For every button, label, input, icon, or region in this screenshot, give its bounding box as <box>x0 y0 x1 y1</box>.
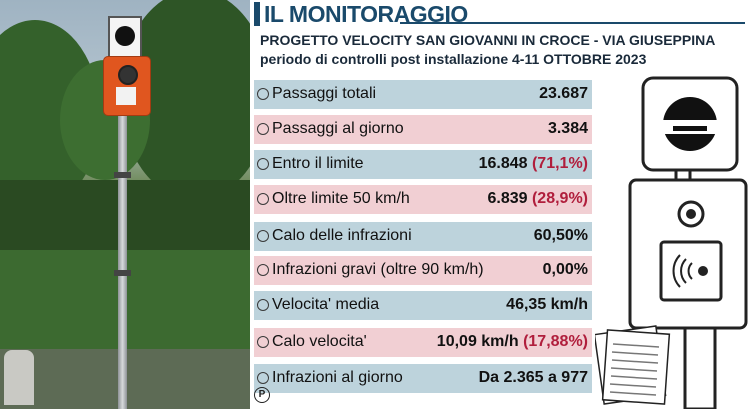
bullet-icon <box>257 88 269 100</box>
stat-row: Calo velocita' 10,09 km/h (17,88%) <box>254 328 592 357</box>
stat-percent: (71,1%) <box>531 155 588 172</box>
stat-value-number: 0,00% <box>542 261 588 278</box>
stat-value: 6.839 (28,9%) <box>487 190 588 208</box>
bullet-icon <box>257 193 269 205</box>
stat-value-number: 16.848 <box>478 155 532 172</box>
stat-row: Calo delle infrazioni 60,50% <box>254 222 592 251</box>
stat-row: Passaggi totali 23.687 <box>254 80 592 109</box>
speed-device-illustration <box>595 76 748 409</box>
publisher-logo: P <box>254 387 270 403</box>
stat-value: 10,09 km/h (17,88%) <box>437 333 588 351</box>
subtitle-period: periodo di controlli post installazione … <box>260 51 647 67</box>
stat-label: Passaggi totali <box>272 85 377 102</box>
infographic: IL MONITORAGGIO PROGETTO VELOCITY SAN GI… <box>250 0 750 409</box>
stat-label: Infrazioni al giorno <box>272 369 403 386</box>
stat-label: Velocita' media <box>272 296 380 313</box>
speed-sign-icon <box>108 16 142 58</box>
bullet-icon <box>257 336 269 348</box>
stat-value-number: 23.687 <box>539 85 588 102</box>
stat-value: 0,00% <box>543 261 588 279</box>
stat-percent: (28,9%) <box>531 190 588 207</box>
stat-label: Calo velocita' <box>272 333 367 350</box>
stat-value: Da 2.365 a 977 <box>479 369 588 387</box>
stat-value: 60,50% <box>534 227 588 245</box>
stat-value-number: 46,35 km/h <box>506 296 588 313</box>
stat-label: Passaggi al giorno <box>272 120 404 137</box>
speed-device <box>103 56 151 116</box>
stat-row: Passaggi al giorno 3.384 <box>254 115 592 144</box>
title-accent <box>254 2 260 26</box>
bullet-icon <box>257 264 269 276</box>
stat-percent: (17,88%) <box>523 333 588 350</box>
bullet-icon <box>257 123 269 135</box>
speed-camera-photo <box>0 0 250 409</box>
stat-row: Entro il limite 16.848 (71,1%) <box>254 150 592 179</box>
stat-row: Infrazioni gravi (oltre 90 km/h) 0,00% <box>254 256 592 285</box>
stat-row: Infrazioni al giorno Da 2.365 a 977 <box>254 364 592 393</box>
stat-value-number: 60,50% <box>533 227 588 244</box>
stat-label: Infrazioni gravi (oltre 90 km/h) <box>272 261 484 278</box>
pole <box>118 110 127 409</box>
title-rule <box>400 22 745 24</box>
stat-row: Velocita' media 46,35 km/h <box>254 291 592 320</box>
stat-value-number: 10,09 km/h <box>436 333 524 350</box>
stat-value-number: Da 2.365 a 977 <box>478 369 588 386</box>
bullet-icon <box>257 230 269 242</box>
subtitle-project: PROGETTO VELOCITY SAN GIOVANNI IN CROCE … <box>260 32 716 48</box>
bullet-icon <box>257 372 269 384</box>
stat-value: 3.384 <box>548 120 588 138</box>
radar-panel-icon <box>659 240 723 302</box>
stat-value: 23.687 <box>539 85 588 103</box>
bullet-icon <box>257 158 269 170</box>
stat-label: Entro il limite <box>272 155 364 172</box>
stat-value-number: 6.839 <box>487 190 532 207</box>
stat-value: 16.848 (71,1%) <box>479 155 588 173</box>
bullet-icon <box>257 299 269 311</box>
stat-label: Calo delle infrazioni <box>272 227 412 244</box>
stat-value-number: 3.384 <box>547 120 588 137</box>
documents-icon <box>595 325 671 405</box>
stat-row: Oltre limite 50 km/h 6.839 (28,9%) <box>254 185 592 214</box>
stat-value: 46,35 km/h <box>506 296 588 314</box>
stat-label: Oltre limite 50 km/h <box>272 190 410 207</box>
